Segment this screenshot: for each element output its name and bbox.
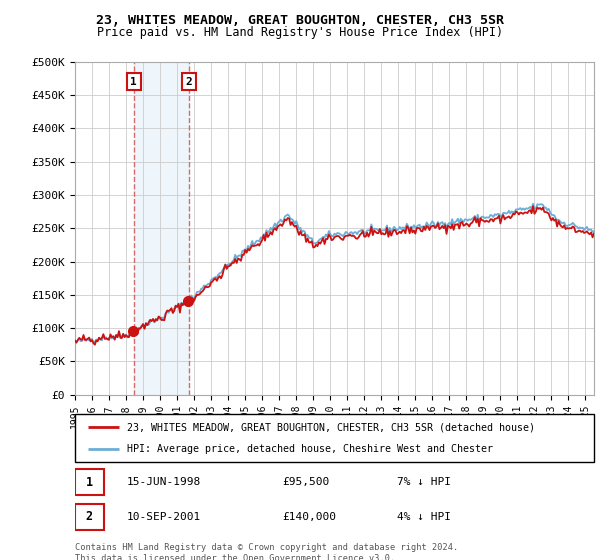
Text: HPI: Average price, detached house, Cheshire West and Chester: HPI: Average price, detached house, Ches… [127, 444, 493, 454]
Bar [134, 62, 189, 395]
Text: 2: 2 [185, 77, 192, 87]
Text: £95,500: £95,500 [283, 477, 330, 487]
Bar [75, 504, 104, 530]
Text: 23, WHITES MEADOW, GREAT BOUGHTON, CHESTER, CH3 5SR: 23, WHITES MEADOW, GREAT BOUGHTON, CHEST… [96, 14, 504, 27]
Bar [75, 469, 104, 495]
Text: 7% ↓ HPI: 7% ↓ HPI [397, 477, 451, 487]
Text: 1: 1 [86, 475, 93, 488]
Text: 23, WHITES MEADOW, GREAT BOUGHTON, CHESTER, CH3 5SR (detached house): 23, WHITES MEADOW, GREAT BOUGHTON, CHEST… [127, 422, 535, 432]
Text: Price paid vs. HM Land Registry's House Price Index (HPI): Price paid vs. HM Land Registry's House … [97, 26, 503, 39]
Text: 10-SEP-2001: 10-SEP-2001 [127, 512, 201, 522]
Text: £140,000: £140,000 [283, 512, 337, 522]
Text: Contains HM Land Registry data © Crown copyright and database right 2024.
This d: Contains HM Land Registry data © Crown c… [75, 543, 458, 560]
Text: 1: 1 [130, 77, 137, 87]
Text: 2: 2 [86, 511, 93, 524]
Text: 4% ↓ HPI: 4% ↓ HPI [397, 512, 451, 522]
Text: 15-JUN-1998: 15-JUN-1998 [127, 477, 201, 487]
